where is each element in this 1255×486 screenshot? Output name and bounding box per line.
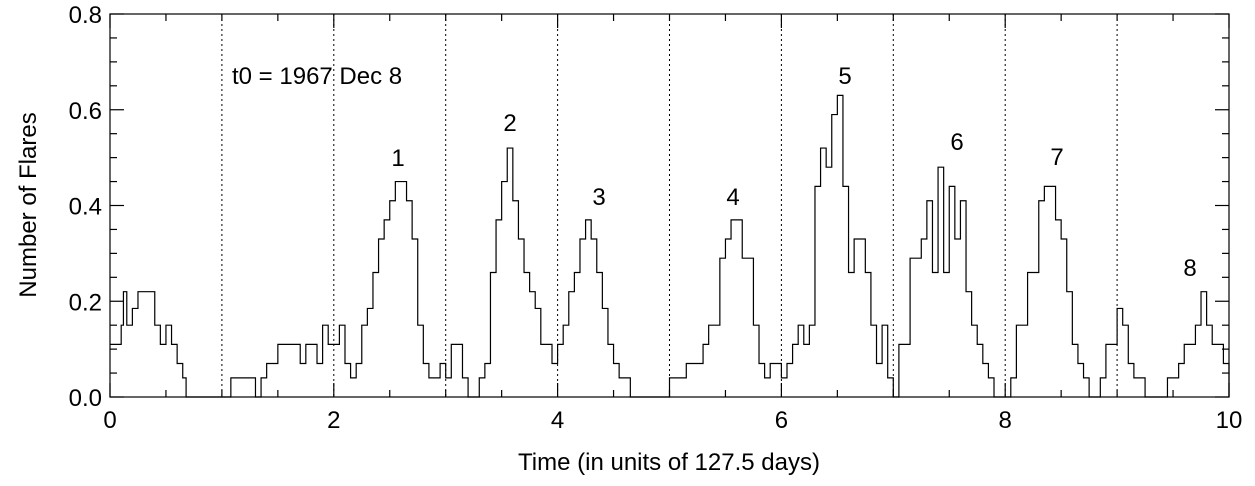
x-tick-label: 4 (551, 407, 564, 434)
annotation: 7 (1050, 144, 1063, 171)
x-tick-label: 10 (1216, 407, 1243, 434)
annotation: 6 (950, 129, 963, 156)
y-tick-label: 0.2 (69, 289, 102, 316)
x-tick-label: 6 (775, 407, 788, 434)
x-tick-label: 8 (999, 407, 1012, 434)
annotation: 4 (726, 184, 739, 211)
y-axis-label: Number of Flares (15, 112, 42, 297)
annotation: 8 (1183, 255, 1196, 282)
y-tick-label: 0.8 (69, 2, 102, 29)
y-tick-label: 0.6 (69, 98, 102, 125)
x-tick-label: 0 (103, 407, 116, 434)
y-tick-label: 0.0 (69, 385, 102, 412)
annotation: t0 = 1967 Dec 8 (232, 63, 402, 90)
x-axis-label: Time (in units of 127.5 days) (518, 449, 820, 476)
data-line (110, 94, 1230, 398)
annotation: 2 (503, 110, 516, 137)
annotation: 1 (391, 145, 404, 172)
annotation: 5 (838, 63, 851, 90)
annotation: 3 (592, 184, 605, 211)
y-tick-label: 0.4 (69, 194, 102, 221)
x-tick-label: 2 (327, 407, 340, 434)
